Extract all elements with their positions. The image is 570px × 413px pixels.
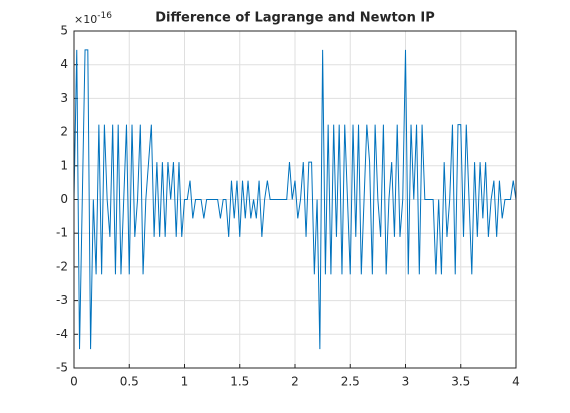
y-tick-label: -3 <box>56 293 68 307</box>
y-tick-label: 5 <box>60 24 68 38</box>
y-tick-label: 4 <box>60 57 68 71</box>
chart-title: Difference of Lagrange and Newton IP <box>155 11 435 26</box>
y-tick-label: 2 <box>60 125 68 139</box>
x-tick-label: 3.5 <box>451 375 470 389</box>
axes-box <box>73 30 517 369</box>
x-tick-label: 1.5 <box>230 375 249 389</box>
data-line <box>73 49 517 350</box>
y-tick-label: -4 <box>56 327 68 341</box>
y-tick-label: -2 <box>56 259 68 273</box>
x-tick-label: 2.5 <box>341 375 360 389</box>
y-tick-label: 0 <box>60 192 68 206</box>
exponent-power: -16 <box>97 11 112 21</box>
x-tick-label: 4 <box>512 375 520 389</box>
y-exponent: ×10-16 <box>74 11 112 27</box>
x-tick-label: 0 <box>70 375 78 389</box>
y-tick-label: 1 <box>60 158 68 172</box>
x-tick-label: 1 <box>181 375 189 389</box>
x-tick-label: 2 <box>291 375 299 389</box>
x-tick-label: 0.5 <box>120 375 139 389</box>
x-tick-label: 3 <box>402 375 410 389</box>
y-tick-label: -1 <box>56 226 68 240</box>
y-tick-label: -5 <box>56 361 68 375</box>
y-tick-label: 3 <box>60 91 68 105</box>
exponent-base: ×10 <box>74 13 97 26</box>
